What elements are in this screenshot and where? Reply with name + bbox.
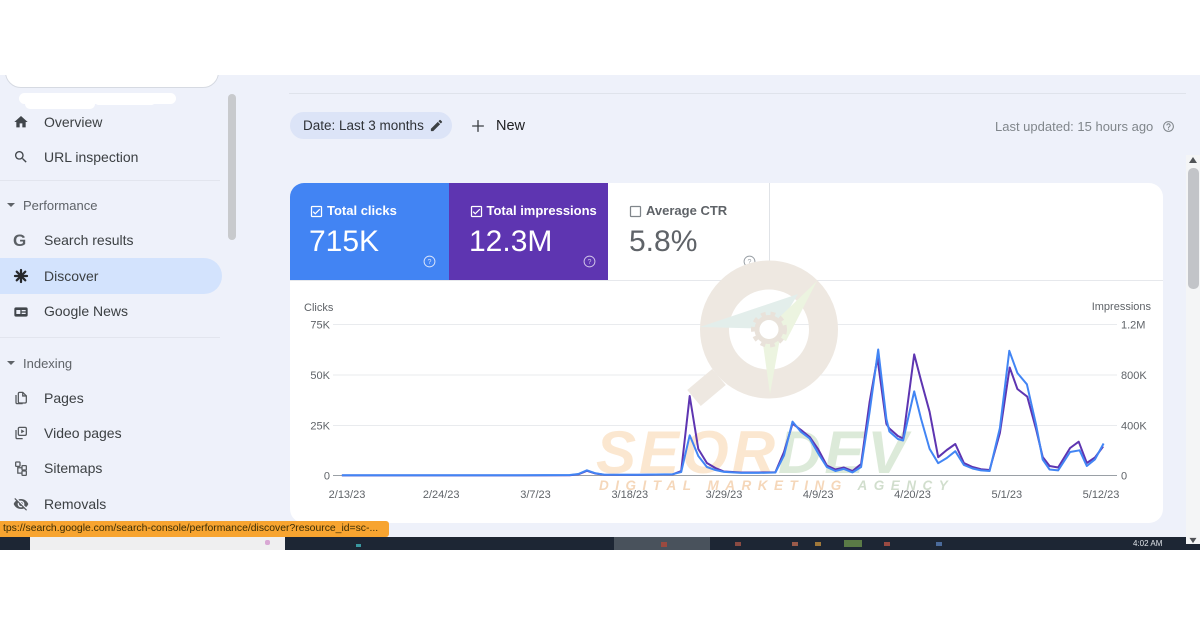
svg-text:400K: 400K	[1121, 421, 1147, 433]
svg-text:5/1/23: 5/1/23	[992, 489, 1023, 501]
svg-text:3/7/23: 3/7/23	[520, 489, 551, 501]
svg-text:?: ?	[748, 259, 752, 266]
svg-text:?: ?	[588, 259, 592, 266]
svg-text:2/24/23: 2/24/23	[423, 489, 460, 501]
svg-text:3/29/23: 3/29/23	[706, 489, 743, 501]
svg-text:25K: 25K	[310, 421, 330, 433]
svg-text:Impressions: Impressions	[1092, 301, 1152, 313]
svg-text:5/12/23: 5/12/23	[1083, 489, 1120, 501]
svg-text:3/18/23: 3/18/23	[611, 489, 648, 501]
svg-text:0: 0	[1121, 471, 1127, 483]
svg-text:50K: 50K	[310, 370, 330, 382]
svg-text:DIGITAL MARKETING AGENCY: DIGITAL MARKETING AGENCY	[599, 478, 954, 493]
svg-text:4/20/23: 4/20/23	[894, 489, 931, 501]
svg-text:800K: 800K	[1121, 370, 1147, 382]
svg-text:0: 0	[324, 471, 330, 483]
svg-text:1.2M: 1.2M	[1121, 320, 1145, 332]
svg-text:?: ?	[428, 259, 432, 266]
svg-text:4/9/23: 4/9/23	[803, 489, 834, 501]
svg-text:2/13/23: 2/13/23	[329, 489, 366, 501]
svg-text:Clicks: Clicks	[304, 302, 334, 314]
svg-text:75K: 75K	[310, 320, 330, 332]
